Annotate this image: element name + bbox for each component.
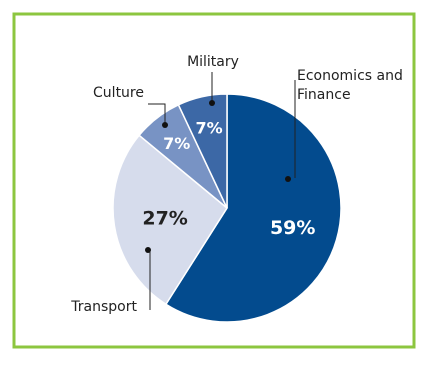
category-label: Transport (70, 299, 137, 315)
value-label: 7% (196, 119, 223, 138)
category-label: Military (187, 54, 239, 70)
pie-slice-economics-and-finance (164, 93, 342, 323)
value-label: 7% (163, 134, 190, 153)
category-label: Culture (93, 85, 144, 101)
value-label: 27% (142, 208, 187, 230)
pie-slice-military (177, 93, 228, 209)
leader-dot (162, 122, 168, 128)
leader-dot (285, 176, 291, 182)
leader-dot (209, 100, 215, 106)
value-label: 59% (270, 217, 315, 239)
category-label: Economics and Finance (297, 68, 403, 103)
leader-dot (145, 247, 151, 253)
leader-line (148, 103, 166, 125)
